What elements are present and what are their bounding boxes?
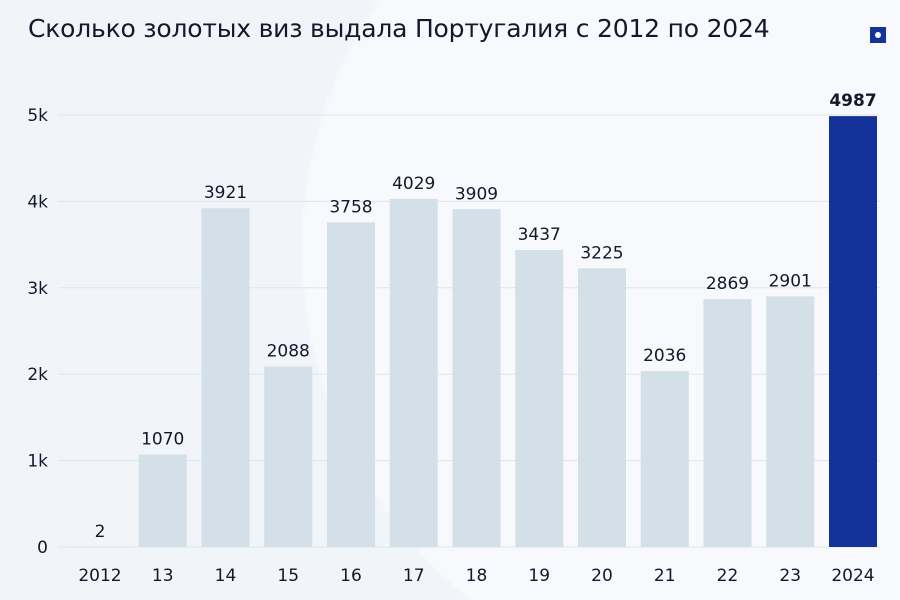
x-tick-label: 19 <box>528 566 550 586</box>
bar <box>829 116 877 547</box>
x-tick-label: 17 <box>403 566 425 586</box>
bar <box>452 209 501 548</box>
data-label: 2 <box>95 522 106 542</box>
bar <box>703 299 752 547</box>
y-tick-label: 0 <box>37 538 48 558</box>
bar <box>578 268 626 547</box>
data-label: 3909 <box>455 184 498 204</box>
y-tick-label: 2k <box>27 365 48 385</box>
data-label: 3758 <box>329 197 372 217</box>
chart-title: Сколько золотых виз выдала Португалия с … <box>28 14 770 43</box>
bar <box>515 250 564 547</box>
data-label: 2036 <box>643 346 686 366</box>
x-tick-label: 23 <box>779 566 801 586</box>
x-tick-label: 20 <box>591 566 613 586</box>
x-tick-label: 2012 <box>78 566 121 586</box>
bar <box>327 222 375 547</box>
bar <box>389 198 438 547</box>
bar <box>766 296 815 547</box>
bar <box>640 371 689 547</box>
bar <box>138 454 187 547</box>
data-label: 2869 <box>706 274 749 294</box>
square-dot-logo-icon <box>870 27 886 43</box>
x-tick-label: 15 <box>277 566 299 586</box>
data-label: 2088 <box>267 342 310 362</box>
x-tick-label: 2024 <box>831 566 874 586</box>
y-tick-label: 1k <box>27 452 48 472</box>
x-tick-label: 22 <box>717 566 739 586</box>
x-tick-label: 21 <box>654 566 676 586</box>
data-label: 4987 <box>829 91 876 111</box>
data-label: 1070 <box>141 430 184 450</box>
x-tick-label: 13 <box>152 566 174 586</box>
bar <box>201 208 250 548</box>
data-label: 3921 <box>204 183 247 203</box>
data-label: 4029 <box>392 174 435 194</box>
x-tick-label: 16 <box>340 566 362 586</box>
bar <box>76 546 124 548</box>
bar <box>264 366 313 547</box>
y-tick-label: 5k <box>27 106 48 126</box>
data-label: 3225 <box>580 243 623 263</box>
x-tick-label: 18 <box>466 566 488 586</box>
y-tick-label: 4k <box>27 192 48 212</box>
x-tick-label: 14 <box>215 566 237 586</box>
data-label: 3437 <box>518 225 561 245</box>
data-label: 2901 <box>769 271 812 291</box>
y-tick-label: 3k <box>27 279 48 299</box>
